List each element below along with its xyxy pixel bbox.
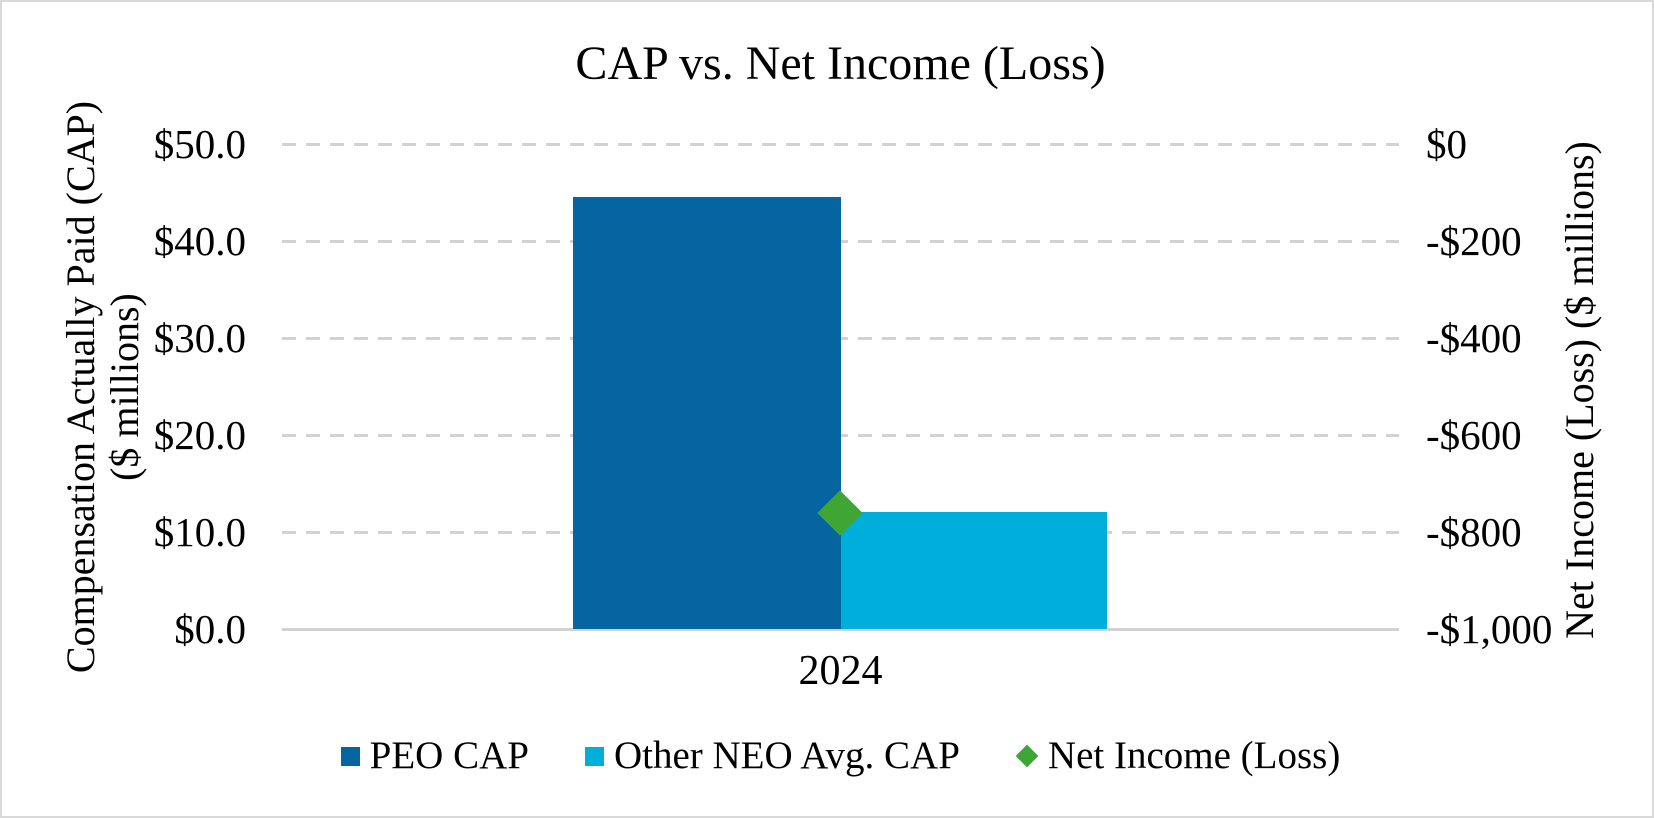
gridline-50 (282, 143, 1399, 146)
left-axis-title-line1: Compensation Actually Paid (CAP) (58, 100, 103, 674)
legend-item-net-income-loss: Net Income (Loss) (1015, 732, 1341, 780)
x-axis-category-label: 2024 (798, 648, 883, 694)
right-axis-tick-400: -$400 (1426, 315, 1522, 361)
chart-title: CAP vs. Net Income (Loss) (575, 37, 1106, 90)
legend-label-net-income-loss: Net Income (Loss) (1047, 734, 1341, 777)
left-axis-tick-30: $30.0 (153, 315, 246, 361)
legend: PEO CAP Other NEO Avg. CAP Net Income (L… (282, 730, 1399, 782)
left-axis-tick-10: $10.0 (153, 509, 246, 555)
right-axis-tick-600: -$600 (1426, 412, 1522, 458)
legend-item-other-neo-avg-cap: Other NEO Avg. CAP (584, 732, 960, 780)
right-axis-tick-800: -$800 (1426, 509, 1522, 555)
left-axis-tick-0: $0.0 (174, 606, 246, 652)
other-neo-avg-cap-swatch-icon (584, 746, 604, 766)
legend-label-other-neo-avg-cap: Other NEO Avg. CAP (613, 734, 960, 777)
x-axis-line (282, 628, 1399, 631)
left-axis-tick-40: $40.0 (153, 218, 246, 264)
peo-cap-bar (573, 197, 841, 629)
net-income-loss-diamond-icon (1015, 744, 1039, 768)
left-axis-tick-20: $20.0 (153, 412, 246, 458)
other-neo-avg-cap-bar (841, 511, 1107, 629)
right-axis-tick-200: -$200 (1426, 218, 1522, 264)
right-axis-tick-0: $0 (1426, 121, 1467, 167)
left-axis-tick-50: $50.0 (153, 121, 246, 167)
right-axis-title: Net Income (Loss) ($ millions) (1557, 141, 1602, 639)
peo-cap-swatch-icon (340, 746, 360, 766)
legend-item-peo-cap: PEO CAP (340, 732, 529, 780)
legend-label-peo-cap: PEO CAP (369, 734, 529, 777)
right-axis-tick-1000: -$1,000 (1426, 606, 1553, 652)
left-axis-title: Compensation Actually Paid (CAP) ($ mill… (58, 77, 151, 697)
left-axis-title-line2: ($ millions) (102, 293, 147, 481)
